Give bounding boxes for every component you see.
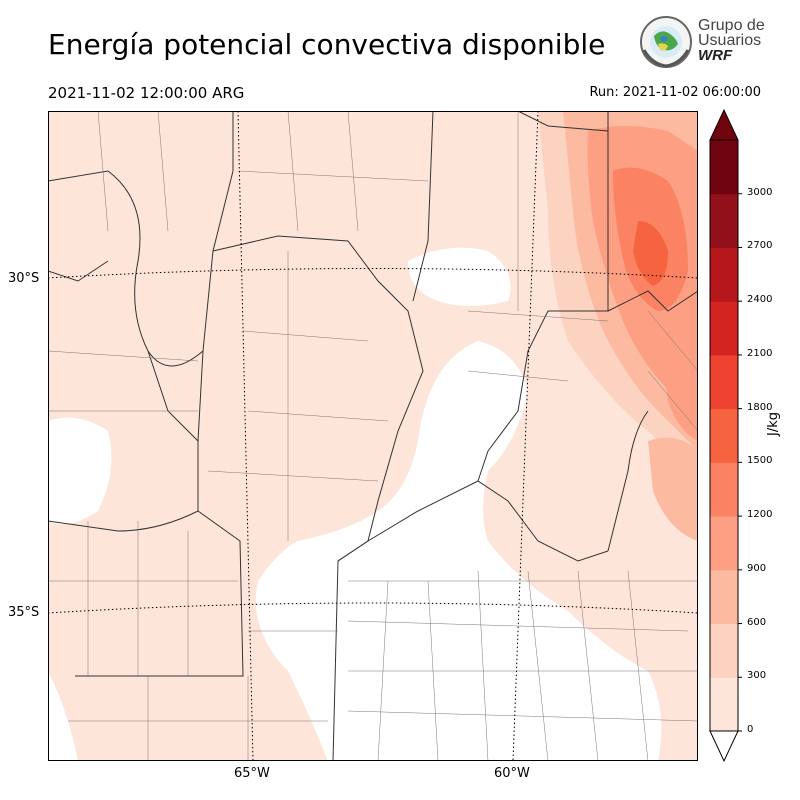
colorbar-segment <box>710 408 738 463</box>
cape-low-area-sw <box>48 671 78 761</box>
colorbar-extend-max <box>709 108 739 141</box>
colorbar-segment <box>710 193 738 248</box>
globe-icon <box>640 16 692 68</box>
colorbar-segment <box>710 516 738 571</box>
colorbar-tick-label: 2100 <box>747 347 773 359</box>
logo-line-3: WRF <box>698 47 733 64</box>
cape-low-area-west <box>48 417 112 525</box>
colorbar-segment <box>710 247 738 302</box>
cape-low-area-north <box>408 247 511 306</box>
colorbar-tick-label: 600 <box>747 616 767 628</box>
run-time: Run: 2021-11-02 06:00:00 <box>589 85 761 100</box>
valid-time: 2021-11-02 12:00:00 ARG <box>48 84 245 102</box>
cape-east-band-2 <box>648 437 698 541</box>
colorbar <box>709 108 742 763</box>
lat-label-35s: 35°S <box>8 605 40 620</box>
colorbar-segment <box>710 301 738 356</box>
cape-band-1500 <box>633 221 668 286</box>
logo-text: Grupo de Usuarios WRF <box>698 17 765 64</box>
colorbar-tick-label: 1500 <box>747 455 773 467</box>
colorbar-segment <box>710 354 738 410</box>
wrf-group-logo: Grupo de Usuarios WRF <box>638 14 778 74</box>
cape-east-band <box>658 327 698 441</box>
logo-line-2: Usuarios <box>698 32 762 49</box>
colorbar-segment <box>710 140 738 195</box>
graticule <box>48 111 698 761</box>
cape-map <box>48 111 698 761</box>
colorbar-tick-label: 300 <box>747 670 767 682</box>
cape-low-area-central <box>256 341 662 761</box>
colorbar-segment <box>710 677 738 732</box>
lon-label-65w: 65°W <box>234 766 270 781</box>
colorbar-tick-label: 1200 <box>747 509 773 521</box>
colorbar-segment <box>710 623 738 678</box>
department-boundaries <box>48 111 698 761</box>
colorbar-tick-label: 900 <box>747 562 767 574</box>
colorbar-tick-label: 2700 <box>747 240 773 252</box>
colorbar-frame <box>709 139 739 732</box>
colorbar-tick-label: 2400 <box>747 294 773 306</box>
map-title: Energía potencial convectiva disponible <box>48 28 606 61</box>
logo-line-1: Grupo de <box>698 17 765 34</box>
colorbar-tick-label: 0 <box>747 724 754 735</box>
colorbar-extend-min <box>709 730 739 763</box>
lat-label-30s: 30°S <box>8 271 40 286</box>
province-boundaries <box>48 111 698 761</box>
lon-label-60w: 60°W <box>494 766 530 781</box>
colorbar-unit-label: J/kg <box>766 412 781 436</box>
map-frame <box>48 111 698 761</box>
colorbar-segment <box>710 569 738 625</box>
colorbar-segment <box>710 462 738 517</box>
colorbar-tick-label: 1800 <box>747 401 773 413</box>
colorbar-tick-label: 3000 <box>747 186 773 198</box>
